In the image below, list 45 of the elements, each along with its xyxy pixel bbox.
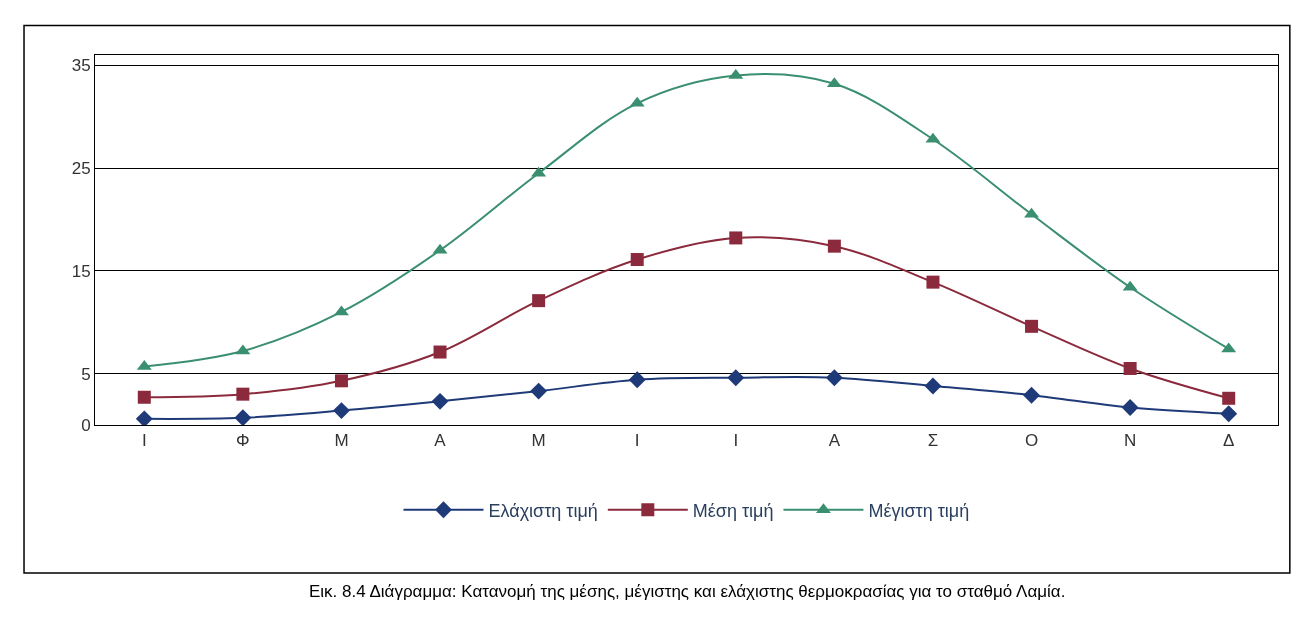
x-tick-label: Φ	[236, 431, 250, 451]
point	[334, 374, 348, 388]
point	[729, 231, 743, 245]
point	[433, 345, 447, 359]
x-tick-label: Σ	[927, 431, 939, 451]
legend-label: Μέγιστη τιμή	[868, 500, 970, 521]
y-tick-label: 15	[71, 261, 91, 281]
x-tick-label: Ι	[733, 431, 739, 451]
point	[827, 239, 841, 253]
y-tick-label: 35	[71, 56, 91, 76]
point	[137, 390, 151, 404]
point	[628, 371, 646, 389]
point	[1121, 399, 1139, 416]
x-tick-label: Μ	[334, 431, 349, 451]
x-tick-label: Ι	[141, 431, 147, 451]
y-tick-label: 5	[81, 364, 91, 384]
x-tick-label: Ν	[1123, 431, 1137, 451]
point	[530, 382, 548, 400]
point	[926, 275, 940, 289]
x-tick-label: Ι	[634, 431, 640, 451]
point	[236, 387, 250, 401]
y-tick-label: 0	[81, 415, 91, 435]
point	[1123, 361, 1137, 375]
x-tick-label: Δ	[1223, 431, 1235, 451]
point	[924, 377, 942, 395]
x-tick-label: Μ	[531, 431, 546, 451]
point	[1023, 386, 1040, 404]
point	[727, 369, 745, 387]
point	[532, 294, 546, 308]
point	[431, 392, 449, 410]
x-tick-label: Α	[828, 431, 841, 451]
point	[1220, 405, 1238, 423]
point	[825, 369, 843, 387]
point	[630, 253, 644, 267]
point	[1222, 391, 1236, 405]
point	[234, 409, 252, 425]
point	[135, 410, 153, 425]
point	[333, 402, 350, 420]
legend-label: Μέση τιμή	[692, 500, 774, 521]
y-tick-label: 25	[71, 159, 91, 179]
point	[1025, 319, 1039, 333]
legend-label: Ελάχιστη τιμή	[488, 500, 598, 521]
x-tick-label: Ο	[1024, 431, 1039, 451]
text: Εικ. 8.4 Διάγραμμα: Κατανομή της μέσης, μέγιστης και ελάχιστης θερμοκρασίας για το σταθμό Λαμία.	[309, 582, 1066, 601]
x-tick-label: Α	[434, 431, 447, 451]
